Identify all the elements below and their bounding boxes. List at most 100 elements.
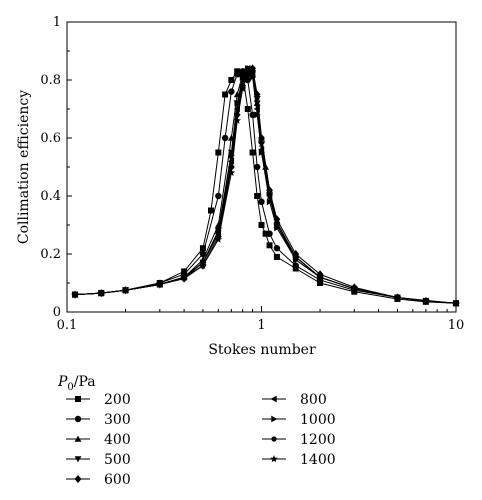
data-point-1400 — [214, 235, 223, 243]
plot-area-frame — [66, 21, 457, 313]
x-tick-label: 0.1 — [57, 318, 78, 333]
legend-marker — [270, 395, 277, 403]
data-point-1400 — [233, 116, 241, 124]
data-point-600 — [273, 215, 281, 224]
series-line-400 — [75, 67, 457, 304]
legend-label: 400 — [104, 432, 131, 448]
data-point-1000 — [258, 149, 265, 156]
series-500 — [71, 68, 460, 307]
legend-label: 1400 — [300, 452, 336, 468]
data-point-300 — [215, 192, 222, 200]
y-tick-label: 0.8 — [40, 73, 61, 88]
data-point-1400 — [121, 286, 130, 294]
y-tick-label: 0.4 — [40, 189, 61, 204]
series-line-1000 — [75, 67, 457, 304]
y-tick-label: 1 — [53, 15, 61, 30]
data-point-1400 — [350, 284, 359, 293]
series-1000 — [72, 65, 460, 307]
data-point-200 — [262, 230, 269, 237]
data-point-200 — [244, 106, 251, 112]
legend-marker — [74, 435, 82, 442]
data-point-1400 — [393, 293, 402, 301]
x-tick-label: 1 — [257, 318, 265, 333]
data-point-1400 — [273, 221, 281, 229]
data-point-1000 — [239, 73, 247, 81]
data-point-1200 — [258, 135, 265, 141]
series-line-300 — [75, 70, 457, 304]
x-tick-label: 10 — [448, 318, 465, 333]
legend-entry-800: 800 — [262, 392, 327, 408]
data-point-200 — [258, 222, 265, 228]
data-point-1400 — [97, 289, 106, 297]
legend-label: 1000 — [300, 412, 336, 428]
legend-label: 800 — [300, 392, 327, 408]
data-point-300 — [253, 163, 261, 171]
data-point-1400 — [199, 261, 207, 269]
series-line-800 — [75, 67, 457, 304]
data-point-1200 — [228, 164, 234, 170]
data-point-200 — [208, 207, 215, 214]
data-point-300 — [273, 245, 281, 252]
legend-entry-600: 600 — [66, 472, 131, 488]
legend-entry-1000: 1000 — [262, 412, 336, 428]
data-point-200 — [228, 77, 235, 83]
x-axis-label: Stokes number — [208, 342, 316, 358]
data-point-1400 — [180, 273, 188, 281]
series-line-500 — [75, 70, 457, 304]
legend-entry-300: 300 — [66, 412, 131, 428]
data-point-200 — [273, 253, 280, 260]
data-point-1000 — [249, 73, 257, 81]
data-point-1400 — [291, 252, 300, 261]
legend-entry-200: 200 — [66, 392, 131, 408]
legend-label: 1200 — [300, 432, 336, 448]
series-300 — [71, 68, 460, 307]
data-point-1400 — [265, 192, 274, 200]
data-point-200 — [266, 242, 273, 249]
data-point-1000 — [266, 198, 273, 206]
data-point-1400 — [227, 168, 236, 177]
series-line-1400 — [75, 70, 457, 304]
data-point-300 — [258, 198, 265, 205]
series-400 — [71, 65, 460, 307]
data-point-1400 — [243, 70, 252, 78]
data-point-200 — [222, 91, 229, 98]
legend-marker — [74, 415, 82, 423]
y-tick-label: 0 — [53, 305, 61, 320]
axis-ticks: 0 0.2 0.4 0.6 0.8 1 0.1 1 10 — [40, 15, 464, 333]
legend-marker — [271, 436, 277, 442]
data-point-1400 — [257, 139, 266, 148]
series-layer — [71, 64, 460, 308]
series-line-1200 — [75, 67, 457, 304]
series-200 — [72, 68, 459, 307]
series-600 — [71, 64, 460, 308]
data-point-1400 — [422, 296, 430, 305]
data-point-1000 — [254, 111, 261, 119]
legend-label: 600 — [104, 472, 131, 488]
data-point-1400 — [253, 93, 261, 101]
legend-marker — [271, 415, 278, 423]
data-point-1400 — [316, 273, 324, 281]
series-line-600 — [75, 67, 457, 304]
data-point-300 — [292, 262, 299, 269]
data-point-1000 — [228, 152, 235, 159]
data-point-1400 — [156, 280, 164, 288]
y-tick-label: 0.6 — [40, 131, 61, 146]
data-point-200 — [249, 149, 256, 156]
legend-label: 500 — [104, 452, 131, 468]
data-point-200 — [215, 149, 222, 156]
legend: P0/Pa 200 300 400 500 600 800 1000 1200 1400 — [57, 374, 336, 488]
data-point-1400 — [248, 67, 257, 75]
data-point-1400 — [238, 84, 247, 92]
legend-title: P0/Pa — [57, 374, 96, 393]
data-point-300 — [221, 134, 229, 142]
series-800 — [71, 65, 459, 307]
data-point-200 — [254, 193, 261, 199]
legend-marker — [74, 456, 82, 463]
data-point-200 — [199, 245, 206, 252]
y-tick-label: 0.2 — [40, 247, 61, 262]
legend-marker — [75, 396, 81, 402]
data-point-300 — [228, 88, 235, 95]
legend-label: 200 — [104, 392, 131, 408]
legend-entry-1200: 1200 — [262, 432, 336, 448]
